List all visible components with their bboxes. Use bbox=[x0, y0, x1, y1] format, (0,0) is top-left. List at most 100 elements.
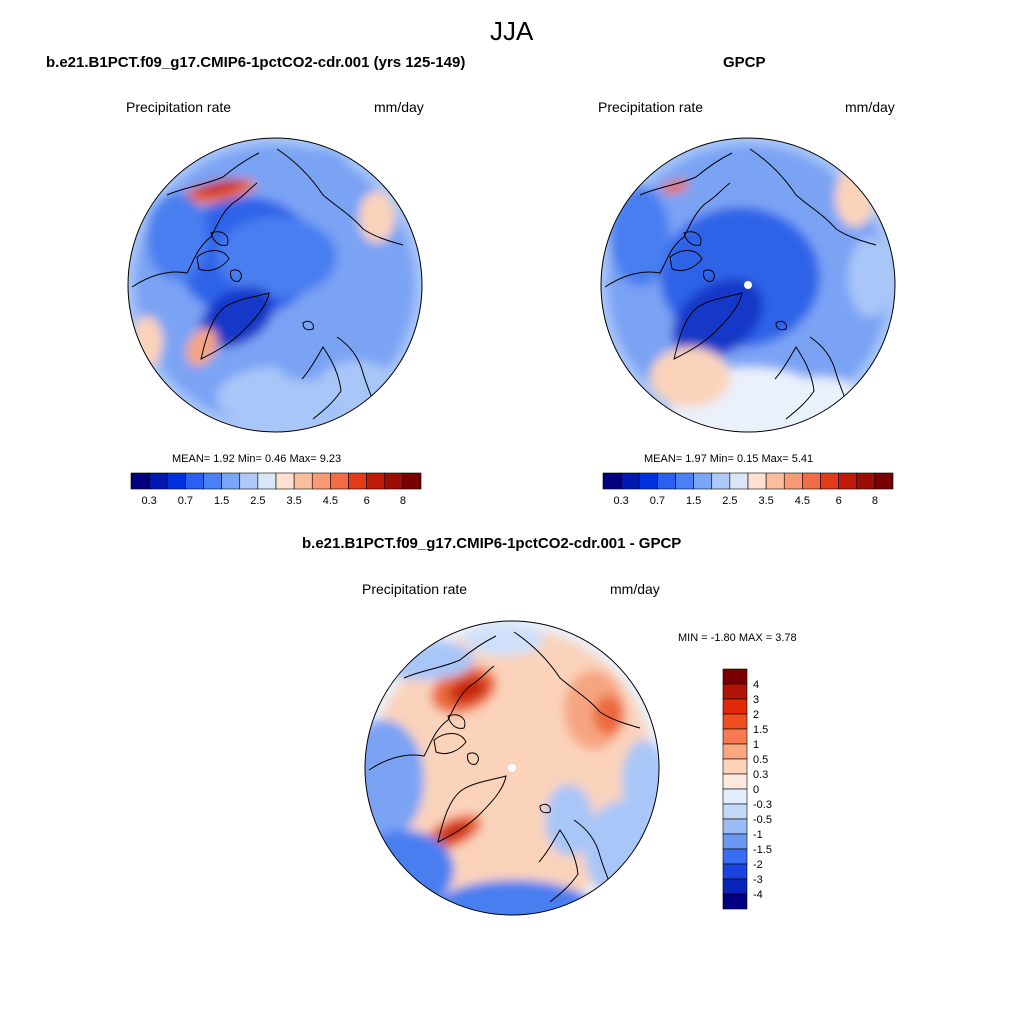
colorbar-tick-label: -2 bbox=[753, 859, 763, 871]
precip-contour-region bbox=[193, 179, 245, 195]
panel-model-stats: MEAN= 1.92 Min= 0.46 Max= 9.23 bbox=[172, 453, 341, 465]
colorbar-tick-label: 0.3 bbox=[613, 495, 628, 507]
colorbar-tick-label: 2.5 bbox=[722, 495, 737, 507]
precip-contour-region bbox=[661, 180, 689, 194]
panel-diff-max-label: MAX = bbox=[738, 632, 773, 644]
colorbar-tick-label: 4.5 bbox=[323, 495, 338, 507]
colorbar-tick-label: -1.5 bbox=[753, 844, 772, 856]
panel-diff-case-title: b.e21.B1PCT.f09_g17.CMIP6-1pctCO2-cdr.00… bbox=[302, 535, 682, 552]
panel-obs-colorbar: 0.3 0.7 1.5 2.5 3.5 4.5 6 8 bbox=[602, 472, 894, 507]
colorbar-tick-label: 0.7 bbox=[178, 495, 193, 507]
panel-obs-stats: MEAN= 1.97 Min= 0.15 Max= 5.41 bbox=[644, 453, 813, 465]
precip-contour-region bbox=[131, 316, 163, 368]
colorbar-swatch bbox=[856, 472, 876, 490]
panel-model-case-title: b.e21.B1PCT.f09_g17.CMIP6-1pctCO2-cdr.00… bbox=[46, 54, 466, 71]
precip-contour-region bbox=[437, 821, 471, 843]
colorbar-tick-label: -3 bbox=[753, 874, 763, 886]
colorbar-tick-label: 1.5 bbox=[686, 495, 701, 507]
colorbar-swatch bbox=[722, 833, 748, 850]
panel-obs-min-value: 0.15 bbox=[736, 453, 759, 465]
colorbar-swatch bbox=[802, 472, 821, 490]
colorbar-swatch bbox=[638, 472, 658, 490]
precip-contour-region bbox=[780, 377, 860, 417]
precip-contour-region bbox=[610, 187, 670, 287]
colorbar-swatch bbox=[711, 472, 731, 490]
colorbar-swatch bbox=[722, 683, 748, 700]
panel-diff-polar-map bbox=[364, 620, 660, 916]
colorbar-tick-label: 0.5 bbox=[753, 754, 768, 766]
colorbar-swatch bbox=[384, 472, 404, 490]
colorbar-tick-label: -0.3 bbox=[753, 799, 772, 811]
colorbar-tick-label: 2 bbox=[753, 709, 759, 721]
colorbar-swatch bbox=[693, 472, 713, 490]
colorbar-swatch bbox=[311, 472, 331, 490]
precip-contour-region bbox=[359, 191, 395, 243]
colorbar-tick-label: 0.3 bbox=[141, 495, 156, 507]
colorbar-tick-label: 6 bbox=[836, 495, 842, 507]
colorbar-swatch bbox=[722, 863, 748, 880]
colorbar-swatch bbox=[293, 472, 313, 490]
colorbar-swatch bbox=[221, 472, 241, 490]
colorbar-swatch bbox=[722, 803, 748, 820]
precip-contour-region bbox=[287, 149, 347, 185]
precip-contour-region bbox=[622, 740, 659, 820]
colorbar-swatch bbox=[275, 472, 295, 490]
colorbar-tick-label: 4.5 bbox=[795, 495, 810, 507]
colorbar-swatch bbox=[722, 668, 748, 685]
colorbar-swatch bbox=[722, 848, 748, 865]
precip-contour-region bbox=[365, 720, 424, 840]
coastline bbox=[604, 148, 877, 420]
panel-obs-variable-label: Precipitation rate bbox=[598, 99, 704, 115]
colorbar-tick-label: 2.5 bbox=[250, 495, 265, 507]
colorbar-swatch bbox=[722, 743, 748, 760]
map-boundary bbox=[364, 620, 660, 916]
colorbar-swatch bbox=[722, 758, 748, 775]
precip-contour-region bbox=[593, 695, 625, 735]
precip-contour-region bbox=[464, 624, 544, 656]
coastline bbox=[131, 148, 404, 420]
colorbar-swatch bbox=[130, 472, 150, 490]
colorbar-swatch bbox=[747, 472, 767, 490]
precip-contour-region bbox=[361, 241, 413, 313]
coastline bbox=[368, 631, 641, 903]
colorbar-swatch bbox=[366, 472, 386, 490]
colorbar-tick-label: 0 bbox=[753, 784, 759, 796]
panel-model-min-label: Min= bbox=[237, 453, 262, 465]
colorbar-swatch bbox=[874, 472, 894, 490]
colorbar-tick-label: 3.5 bbox=[758, 495, 773, 507]
pole-marker bbox=[508, 764, 516, 772]
colorbar-swatch bbox=[348, 472, 367, 490]
panel-obs-polar-map bbox=[600, 137, 896, 433]
panel-diff-variable-label: Precipitation rate bbox=[362, 581, 468, 597]
colorbar-swatch bbox=[765, 472, 785, 490]
colorbar-swatch bbox=[722, 818, 748, 835]
colorbar-swatch bbox=[729, 472, 749, 490]
colorbar-tick-label: 3 bbox=[753, 694, 759, 706]
precip-contour-region bbox=[545, 784, 593, 856]
colorbar-tick-label: 1 bbox=[753, 739, 759, 751]
colorbar-swatch bbox=[722, 698, 748, 715]
panel-model-min-value: 0.46 bbox=[264, 453, 287, 465]
precip-contour-region bbox=[650, 347, 730, 407]
colorbar-tick-label: 4 bbox=[753, 679, 759, 691]
panel-obs-max-label: Max= bbox=[761, 453, 789, 465]
colorbar-tick-label: 1.5 bbox=[753, 724, 768, 736]
panel-model-max-label: Max= bbox=[289, 453, 317, 465]
map-field bbox=[128, 138, 422, 432]
colorbar-tick-label: 6 bbox=[364, 495, 370, 507]
colorbar-swatch bbox=[602, 472, 622, 490]
precip-contour-region bbox=[217, 217, 337, 297]
colorbar-swatch bbox=[838, 472, 858, 490]
colorbar-swatch bbox=[722, 728, 748, 745]
map-field bbox=[365, 621, 659, 915]
colorbar-swatch bbox=[620, 472, 640, 490]
colorbar-swatch bbox=[203, 472, 222, 490]
colorbar-swatch bbox=[402, 472, 422, 490]
map-field bbox=[601, 138, 895, 432]
colorbar-swatch bbox=[722, 878, 748, 895]
panel-obs-min-label: Min= bbox=[709, 453, 734, 465]
panel-diff-min-label: MIN = bbox=[678, 632, 708, 644]
panel-diff-stats: MIN = -1.80 MAX = 3.78 bbox=[678, 632, 797, 644]
colorbar-swatch bbox=[722, 713, 748, 730]
